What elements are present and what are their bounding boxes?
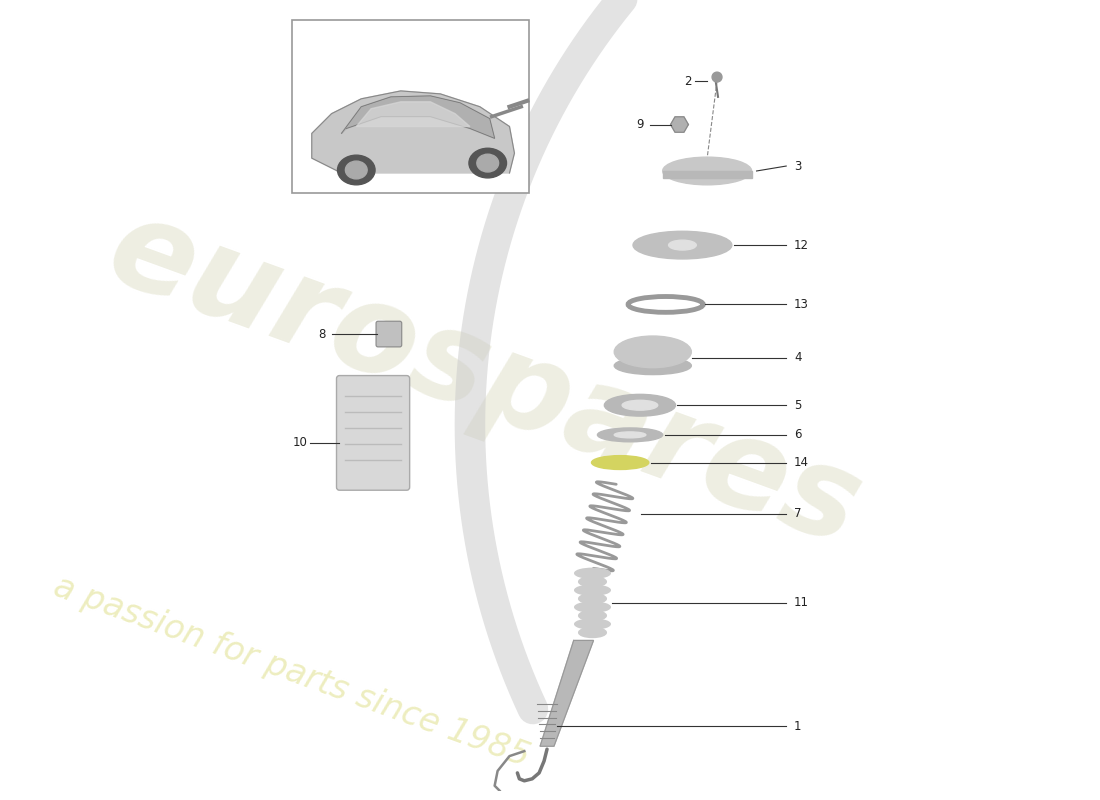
Ellipse shape [604, 394, 675, 416]
Text: 3: 3 [794, 159, 802, 173]
Text: a passion for parts since 1985: a passion for parts since 1985 [48, 570, 534, 774]
Ellipse shape [623, 400, 658, 410]
Text: 11: 11 [794, 596, 810, 610]
Ellipse shape [614, 357, 691, 374]
Polygon shape [540, 641, 594, 746]
Text: 4: 4 [794, 351, 802, 364]
Ellipse shape [574, 619, 611, 629]
FancyBboxPatch shape [337, 375, 409, 490]
Ellipse shape [477, 154, 498, 172]
Ellipse shape [579, 610, 606, 621]
Polygon shape [356, 102, 470, 126]
Circle shape [712, 72, 722, 82]
Ellipse shape [338, 155, 375, 185]
Polygon shape [662, 171, 751, 178]
Text: 5: 5 [794, 398, 802, 412]
Polygon shape [311, 91, 515, 173]
Ellipse shape [345, 161, 367, 179]
Text: 8: 8 [318, 327, 326, 341]
Ellipse shape [597, 428, 662, 442]
Ellipse shape [579, 594, 606, 604]
Ellipse shape [579, 577, 606, 586]
Text: 14: 14 [794, 456, 810, 469]
Text: 1: 1 [794, 720, 802, 733]
Ellipse shape [614, 432, 646, 438]
Ellipse shape [469, 148, 506, 178]
Text: 7: 7 [794, 507, 802, 521]
Ellipse shape [662, 157, 751, 185]
Ellipse shape [592, 456, 649, 470]
Text: 9: 9 [636, 118, 644, 131]
Text: eurospares: eurospares [92, 187, 877, 571]
Ellipse shape [574, 568, 611, 578]
Text: 2: 2 [683, 74, 691, 87]
Ellipse shape [632, 231, 732, 259]
Bar [292, 20, 529, 193]
FancyBboxPatch shape [376, 322, 402, 347]
Ellipse shape [669, 240, 696, 250]
Text: 13: 13 [794, 298, 808, 311]
Ellipse shape [574, 586, 611, 595]
Ellipse shape [574, 602, 611, 612]
Polygon shape [671, 117, 689, 132]
Ellipse shape [614, 336, 691, 368]
Text: 10: 10 [293, 436, 307, 450]
Ellipse shape [579, 628, 606, 638]
Text: 12: 12 [794, 238, 810, 252]
Text: 6: 6 [794, 428, 802, 442]
Polygon shape [341, 96, 495, 138]
